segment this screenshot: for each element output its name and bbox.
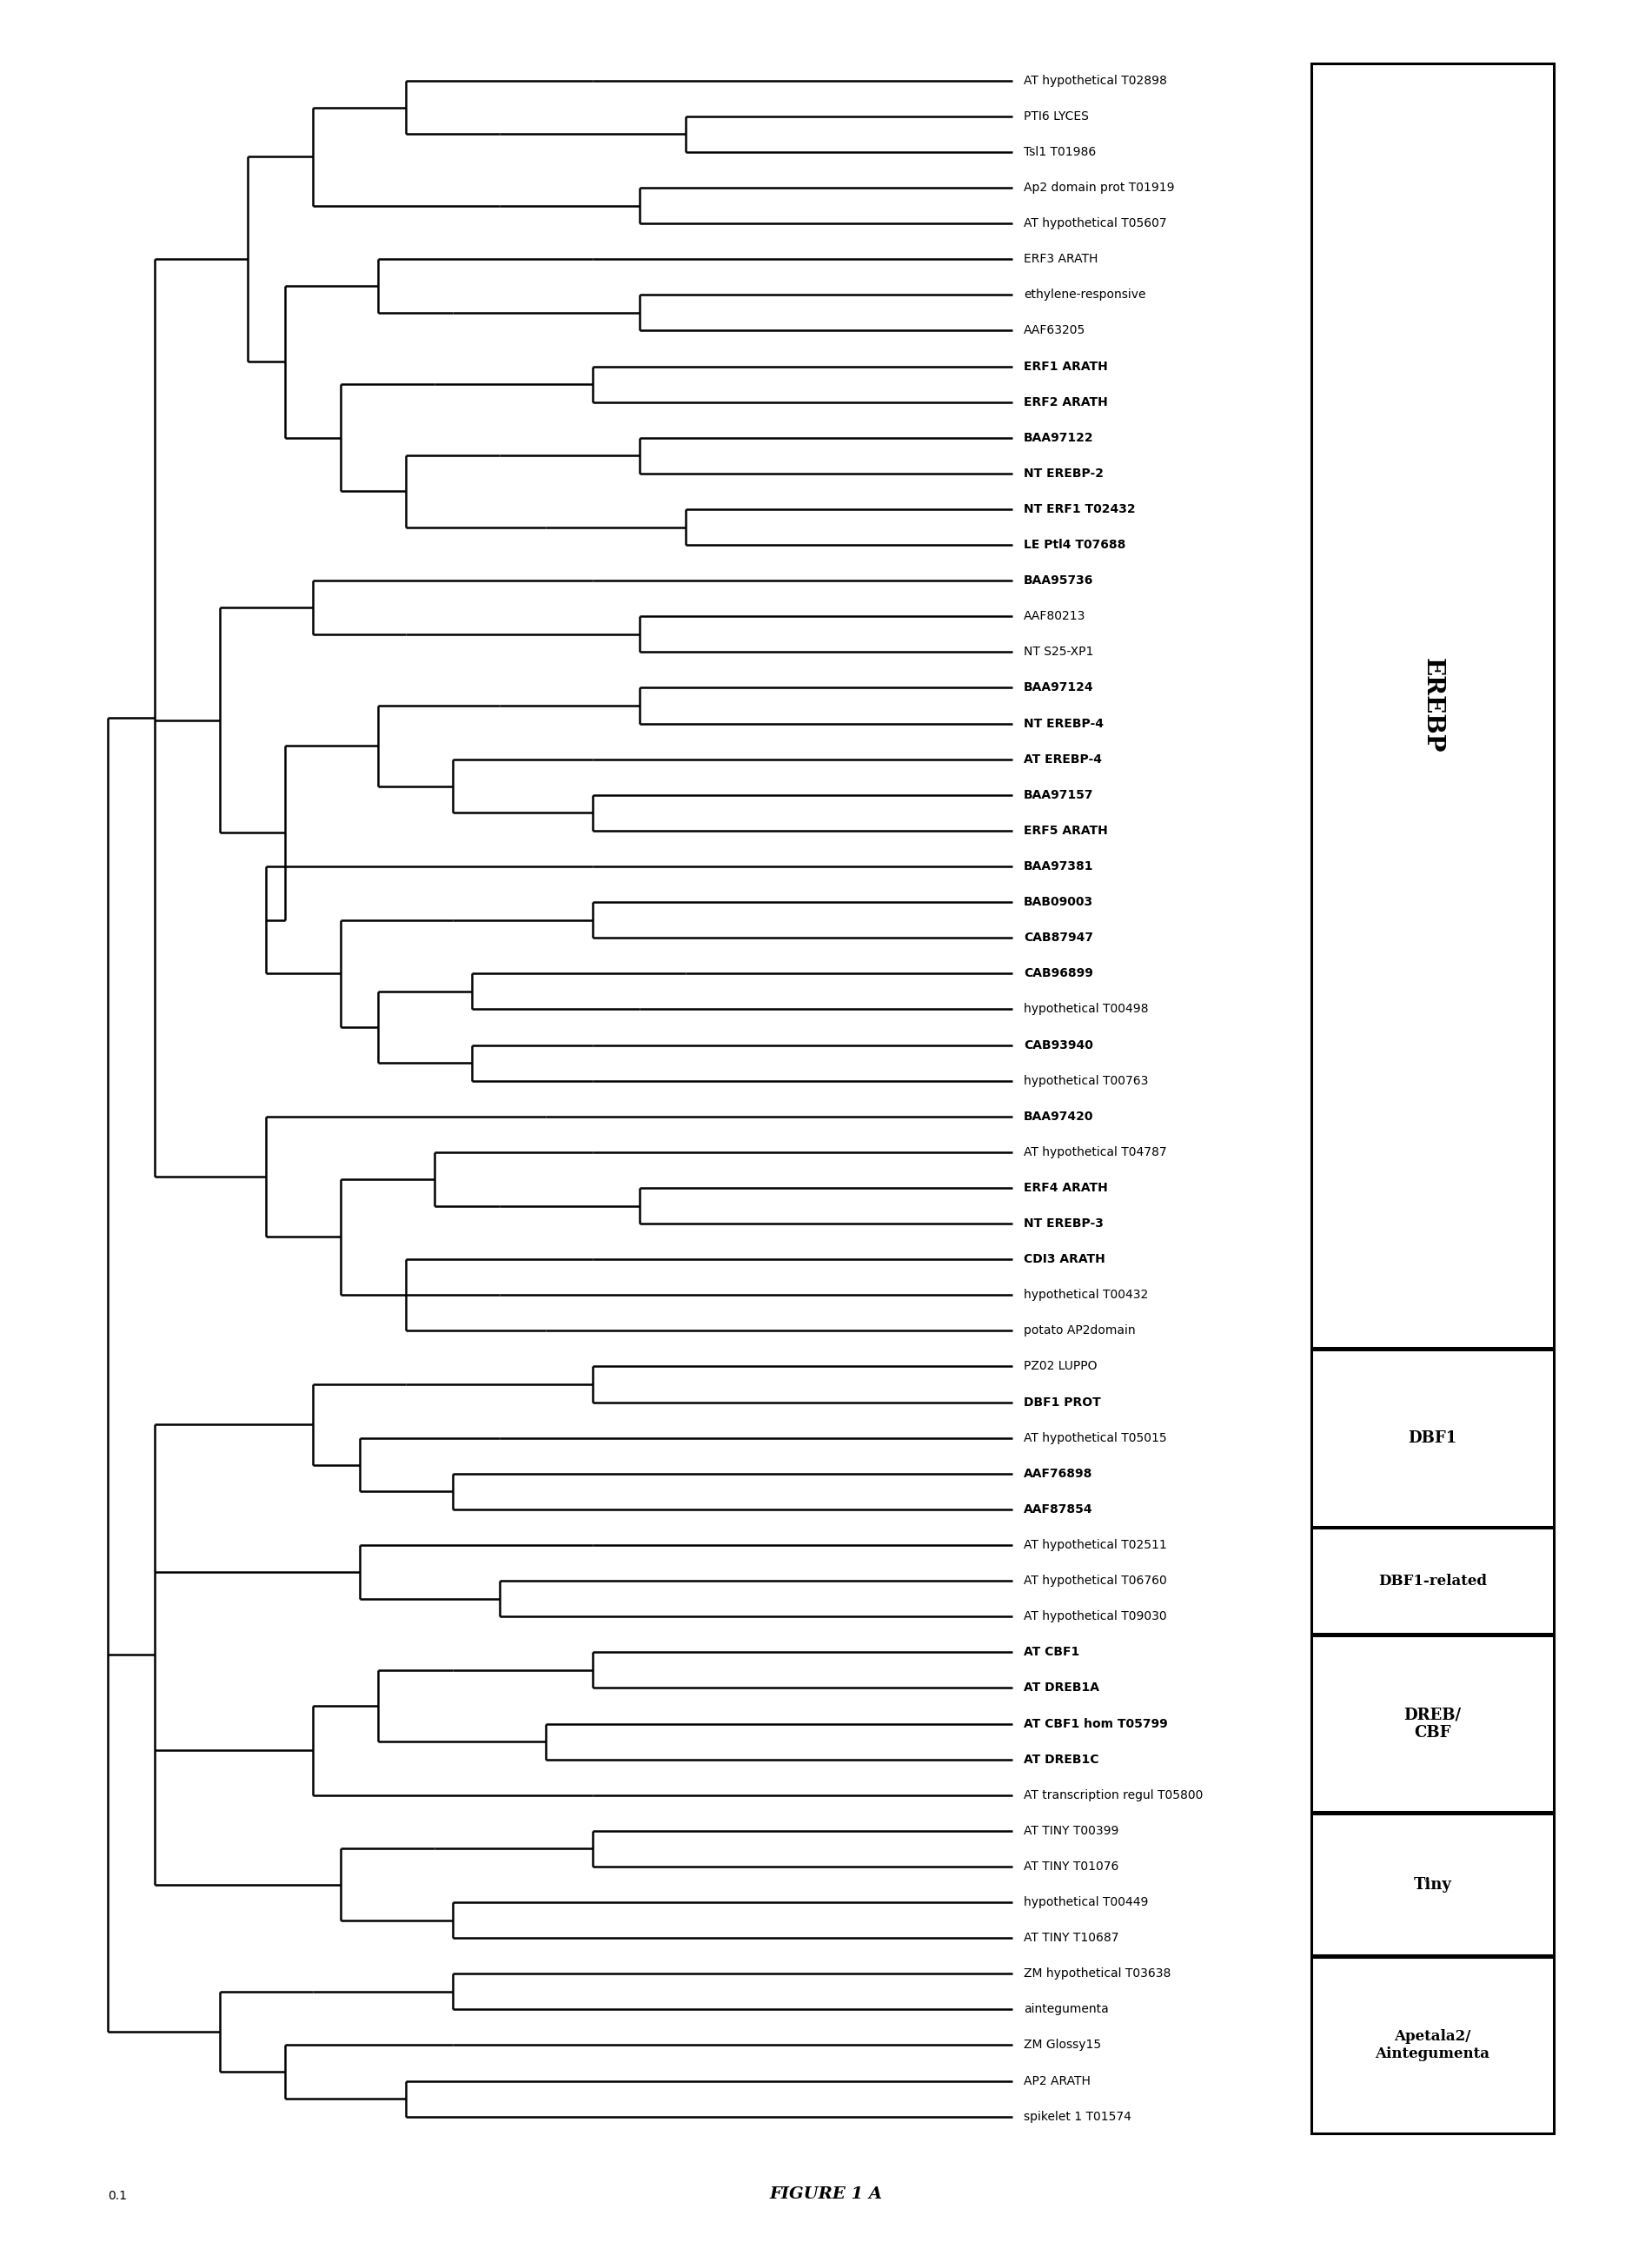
Text: AP2 ARATH: AP2 ARATH (1024, 2074, 1090, 2087)
Text: BAA97124: BAA97124 (1024, 682, 1094, 693)
Text: AT TINY T00399: AT TINY T00399 (1024, 1825, 1118, 1836)
Text: PTI6 LYCES: PTI6 LYCES (1024, 110, 1089, 123)
Text: DREB/
CBF: DREB/ CBF (1404, 1706, 1460, 1740)
Text: AT hypothetical T09030: AT hypothetical T09030 (1024, 1610, 1166, 1623)
Text: Tsl1 T01986: Tsl1 T01986 (1024, 146, 1097, 159)
Text: ZM Glossy15: ZM Glossy15 (1024, 2038, 1102, 2051)
Text: CAB96899: CAB96899 (1024, 969, 1094, 980)
Text: BAA97420: BAA97420 (1024, 1110, 1094, 1123)
Text: DBF1-related: DBF1-related (1378, 1574, 1487, 1587)
Text: AT CBF1: AT CBF1 (1024, 1646, 1080, 1659)
Bar (1312, 1957, 1553, 2134)
Text: ERF2 ARATH: ERF2 ARATH (1024, 397, 1108, 408)
Text: NT EREBP-4: NT EREBP-4 (1024, 717, 1104, 729)
Text: AT hypothetical T06760: AT hypothetical T06760 (1024, 1574, 1166, 1587)
Text: AT DREB1A: AT DREB1A (1024, 1682, 1099, 1695)
Text: AT TINY T01076: AT TINY T01076 (1024, 1861, 1118, 1872)
Text: BAA97381: BAA97381 (1024, 861, 1094, 872)
Text: CAB93940: CAB93940 (1024, 1038, 1094, 1051)
Text: CAB87947: CAB87947 (1024, 933, 1094, 944)
Text: AT hypothetical T02898: AT hypothetical T02898 (1024, 74, 1166, 87)
Text: AT DREB1C: AT DREB1C (1024, 1753, 1099, 1764)
Text: PZ02 LUPPO: PZ02 LUPPO (1024, 1361, 1097, 1372)
Text: DBF1 PROT: DBF1 PROT (1024, 1397, 1100, 1408)
Text: hypothetical T00763: hypothetical T00763 (1024, 1074, 1148, 1087)
Text: potato AP2domain: potato AP2domain (1024, 1325, 1135, 1336)
Text: NT S25-XP1: NT S25-XP1 (1024, 646, 1094, 659)
Text: BAB09003: BAB09003 (1024, 897, 1094, 908)
Text: Ap2 domain prot T01919: Ap2 domain prot T01919 (1024, 182, 1175, 193)
Text: AT transcription regul T05800: AT transcription regul T05800 (1024, 1789, 1203, 1800)
Text: AAF87854: AAF87854 (1024, 1504, 1094, 1516)
Text: NT ERF1 T02432: NT ERF1 T02432 (1024, 502, 1135, 516)
Bar (1312, 1814, 1553, 1955)
Text: AT EREBP-4: AT EREBP-4 (1024, 753, 1102, 765)
Text: AT hypothetical T04787: AT hypothetical T04787 (1024, 1146, 1166, 1159)
Text: 0.1: 0.1 (107, 2190, 127, 2202)
Bar (1312, 1350, 1553, 1527)
Text: DBF1: DBF1 (1408, 1430, 1457, 1446)
Bar (1312, 1634, 1553, 1812)
Text: ethylene-responsive: ethylene-responsive (1024, 289, 1146, 300)
Text: AAF80213: AAF80213 (1024, 610, 1085, 623)
Text: BAA95736: BAA95736 (1024, 574, 1094, 587)
Text: AT hypothetical T02511: AT hypothetical T02511 (1024, 1538, 1166, 1551)
Text: hypothetical T00432: hypothetical T00432 (1024, 1289, 1148, 1300)
Text: BAA97157: BAA97157 (1024, 789, 1094, 800)
Text: AAF76898: AAF76898 (1024, 1469, 1092, 1480)
Text: hypothetical T00449: hypothetical T00449 (1024, 1897, 1148, 1908)
Text: aintegumenta: aintegumenta (1024, 2004, 1108, 2016)
Text: AT hypothetical T05015: AT hypothetical T05015 (1024, 1433, 1166, 1444)
Bar (1312, 1529, 1553, 1634)
Text: BAA97122: BAA97122 (1024, 433, 1094, 444)
Text: ERF4 ARATH: ERF4 ARATH (1024, 1182, 1108, 1195)
Text: NT EREBP-3: NT EREBP-3 (1024, 1217, 1104, 1229)
Text: spikelet 1 T01574: spikelet 1 T01574 (1024, 2110, 1132, 2123)
Text: AT hypothetical T05607: AT hypothetical T05607 (1024, 217, 1166, 229)
Text: ERF1 ARATH: ERF1 ARATH (1024, 361, 1108, 372)
Text: AT CBF1 hom T05799: AT CBF1 hom T05799 (1024, 1717, 1168, 1731)
Text: NT EREBP-2: NT EREBP-2 (1024, 466, 1104, 480)
Text: Apetala2/
Aintegumenta: Apetala2/ Aintegumenta (1374, 2029, 1490, 2060)
Text: hypothetical T00498: hypothetical T00498 (1024, 1002, 1148, 1016)
Text: Tiny: Tiny (1414, 1877, 1452, 1892)
Text: EREBP: EREBP (1421, 659, 1444, 753)
Text: ERF5 ARATH: ERF5 ARATH (1024, 825, 1108, 836)
Text: AT TINY T10687: AT TINY T10687 (1024, 1933, 1118, 1944)
Bar (1312, 63, 1553, 1347)
Text: ERF3 ARATH: ERF3 ARATH (1024, 253, 1099, 265)
Text: AAF63205: AAF63205 (1024, 325, 1085, 336)
Text: CDI3 ARATH: CDI3 ARATH (1024, 1253, 1105, 1264)
Text: ZM hypothetical T03638: ZM hypothetical T03638 (1024, 1968, 1171, 1980)
Text: LE Ptl4 T07688: LE Ptl4 T07688 (1024, 538, 1125, 552)
Text: FIGURE 1 A: FIGURE 1 A (770, 2186, 882, 2202)
